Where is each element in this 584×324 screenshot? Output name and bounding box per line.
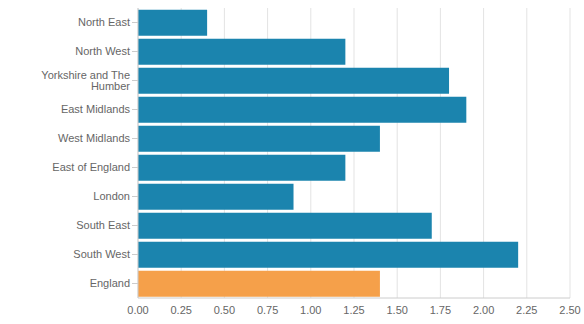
svg-text:0.50: 0.50 [214, 304, 235, 316]
svg-text:0.75: 0.75 [257, 304, 278, 316]
svg-text:0.25: 0.25 [170, 304, 191, 316]
svg-text:2.00: 2.00 [473, 304, 494, 316]
svg-text:West Midlands: West Midlands [58, 132, 130, 144]
svg-text:1.50: 1.50 [386, 304, 407, 316]
svg-text:2.25: 2.25 [516, 304, 537, 316]
svg-text:East of England: East of England [52, 161, 130, 173]
svg-text:Yorkshire and TheHumber: Yorkshire and TheHumber [41, 69, 130, 92]
svg-text:1.75: 1.75 [430, 304, 451, 316]
svg-text:London: London [93, 190, 130, 202]
svg-text:England: England [90, 277, 130, 289]
svg-text:2.50: 2.50 [559, 304, 576, 316]
svg-text:0.00: 0.00 [127, 304, 148, 316]
svg-text:1.00: 1.00 [300, 304, 321, 316]
svg-text:North West: North West [75, 45, 130, 57]
svg-text:1.25: 1.25 [343, 304, 364, 316]
svg-text:East Midlands: East Midlands [61, 103, 131, 115]
svg-text:North East: North East [78, 16, 130, 28]
svg-text:South West: South West [73, 248, 130, 260]
svg-text:South East: South East [76, 219, 130, 231]
